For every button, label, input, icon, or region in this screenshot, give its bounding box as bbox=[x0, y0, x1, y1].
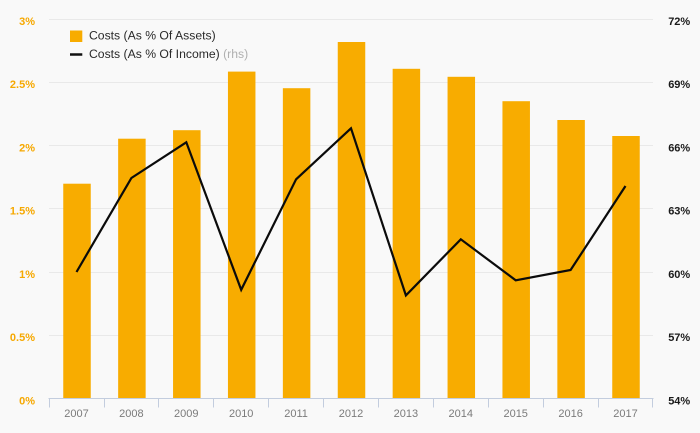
svg-text:2010: 2010 bbox=[229, 408, 253, 420]
svg-text:57%: 57% bbox=[668, 332, 690, 344]
svg-text:60%: 60% bbox=[668, 269, 690, 281]
svg-text:54%: 54% bbox=[668, 395, 690, 407]
svg-text:Costs (As % Of Income) (rhs): Costs (As % Of Income) (rhs) bbox=[89, 47, 248, 61]
svg-text:2012: 2012 bbox=[339, 408, 363, 420]
svg-text:2015: 2015 bbox=[503, 408, 527, 420]
svg-text:1.5%: 1.5% bbox=[10, 206, 35, 218]
svg-text:2016: 2016 bbox=[558, 408, 582, 420]
svg-text:0%: 0% bbox=[19, 395, 35, 407]
svg-text:66%: 66% bbox=[668, 142, 690, 154]
svg-text:3%: 3% bbox=[19, 16, 35, 28]
svg-text:1%: 1% bbox=[19, 269, 35, 281]
svg-text:2.5%: 2.5% bbox=[10, 79, 35, 91]
svg-text:2011: 2011 bbox=[284, 408, 308, 420]
svg-text:2%: 2% bbox=[19, 142, 35, 154]
svg-text:0.5%: 0.5% bbox=[10, 332, 35, 344]
svg-text:Costs (As % Of Assets): Costs (As % Of Assets) bbox=[89, 29, 216, 43]
svg-text:2017: 2017 bbox=[613, 408, 637, 420]
svg-text:63%: 63% bbox=[668, 206, 690, 218]
svg-text:69%: 69% bbox=[668, 79, 690, 91]
svg-text:2013: 2013 bbox=[394, 408, 418, 420]
svg-text:2014: 2014 bbox=[449, 408, 473, 420]
svg-text:72%: 72% bbox=[668, 16, 690, 28]
svg-text:2008: 2008 bbox=[119, 408, 143, 420]
svg-text:2007: 2007 bbox=[64, 408, 88, 420]
svg-text:2009: 2009 bbox=[174, 408, 198, 420]
